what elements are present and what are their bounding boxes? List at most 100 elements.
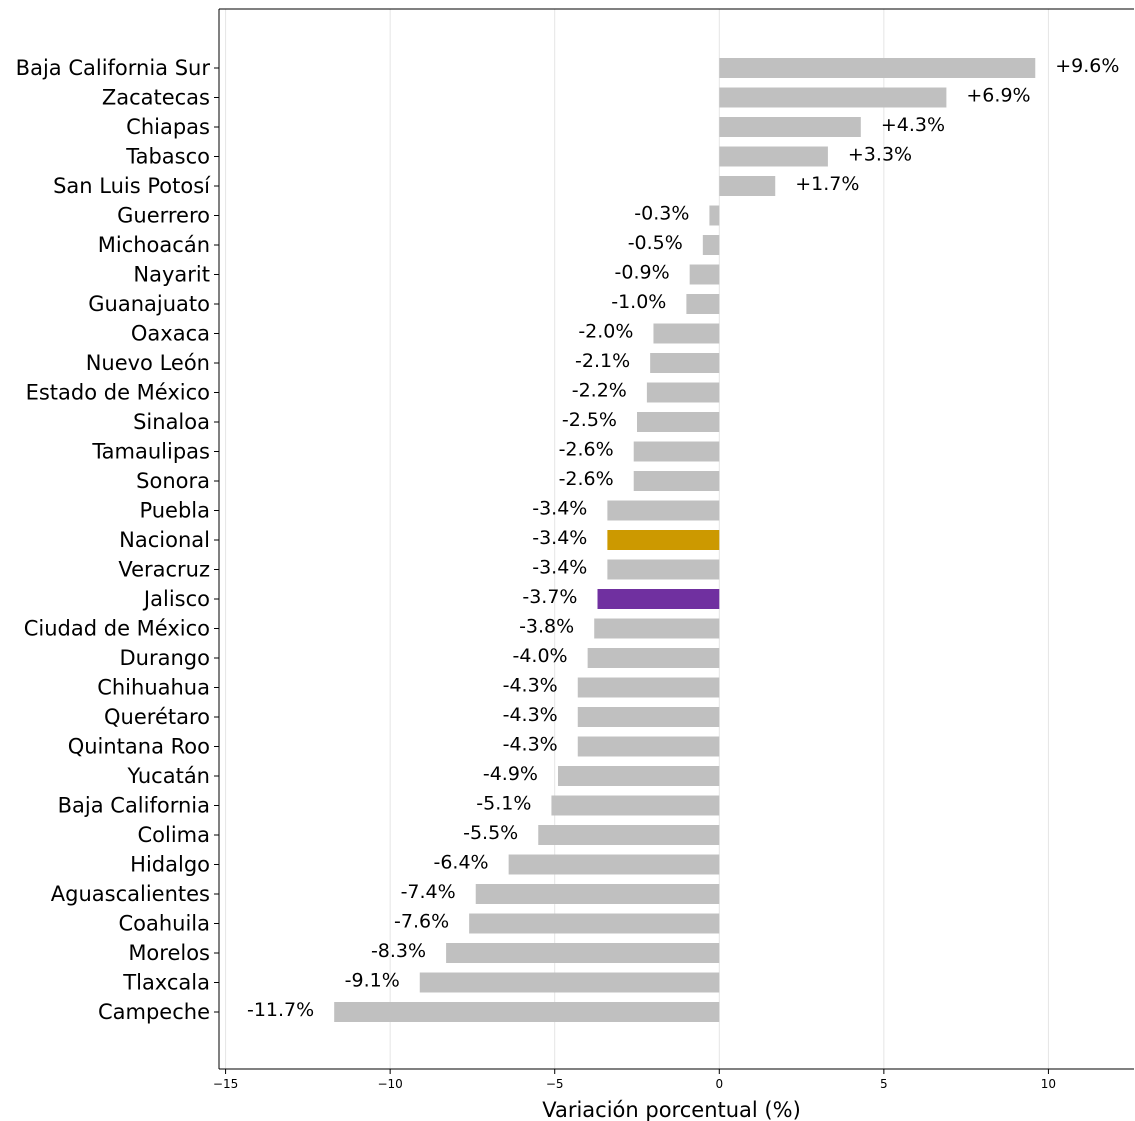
x-tick-label: −5 xyxy=(546,1077,564,1091)
data-label: -4.3% xyxy=(503,675,558,697)
category-label: Oaxaca xyxy=(131,322,210,346)
bar xyxy=(419,972,720,993)
category-label: Querétaro xyxy=(104,705,210,729)
data-label: -4.0% xyxy=(512,645,567,667)
x-tick-label: −15 xyxy=(213,1077,238,1091)
data-label: -0.3% xyxy=(634,203,689,225)
category-label: Jalisco xyxy=(142,587,210,611)
data-label: -0.9% xyxy=(615,262,670,284)
data-label: -3.4% xyxy=(532,498,587,520)
data-label: -2.0% xyxy=(578,321,633,343)
category-label: Yucatán xyxy=(126,764,210,788)
bar xyxy=(587,648,720,668)
category-label: Chiapas xyxy=(126,115,210,139)
data-label: -0.5% xyxy=(628,232,683,254)
bar xyxy=(551,795,720,816)
category-label: Baja California Sur xyxy=(16,56,211,80)
bar xyxy=(633,471,720,491)
bar xyxy=(607,500,720,521)
category-label: Tamaulipas xyxy=(91,440,210,464)
category-label: Tabasco xyxy=(125,145,210,169)
x-tick-label: 10 xyxy=(1041,1077,1056,1091)
bar xyxy=(702,235,720,255)
category-label: Durango xyxy=(120,646,210,670)
data-label: +6.9% xyxy=(966,85,1030,107)
data-label: -2.5% xyxy=(562,409,617,431)
bar xyxy=(689,264,720,285)
category-label: Quintana Roo xyxy=(68,735,210,759)
bar xyxy=(334,1002,720,1022)
category-label: Zacatecas xyxy=(102,86,210,110)
bar xyxy=(719,176,776,196)
bar xyxy=(558,766,720,786)
category-label: Aguascalientes xyxy=(51,882,210,906)
data-label: -2.6% xyxy=(559,439,614,461)
data-label: -5.1% xyxy=(476,793,531,815)
bar xyxy=(577,707,720,727)
category-label: Hidalgo xyxy=(130,853,210,877)
category-labels: Baja California Sur Zacatecas Chiapas Tabas… xyxy=(16,56,211,1024)
category-label: Baja California xyxy=(58,794,210,818)
category-label: Colima xyxy=(137,823,210,847)
data-label: -4.3% xyxy=(503,734,558,756)
bar xyxy=(508,854,720,875)
value-labels: +9.6% +6.9% +4.3% +3.3% +1.7% -0.3% -0.5% -0.9%… xyxy=(247,55,1119,1021)
category-label: Michoacán xyxy=(98,233,210,257)
category-label: Coahuila xyxy=(118,912,210,936)
data-label: -2.1% xyxy=(575,350,630,372)
data-label: -4.3% xyxy=(503,704,558,726)
data-label: -2.6% xyxy=(559,468,614,490)
category-label: Morelos xyxy=(128,941,210,965)
bar xyxy=(446,943,720,963)
bar xyxy=(607,530,720,550)
bar xyxy=(577,677,720,698)
category-label: San Luis Potosí xyxy=(53,174,211,198)
x-tick-label: 0 xyxy=(715,1077,723,1091)
bar xyxy=(719,146,828,167)
category-label: Nuevo León xyxy=(86,351,210,375)
bar xyxy=(538,825,720,845)
bar xyxy=(719,117,861,137)
data-label: +4.3% xyxy=(881,114,945,136)
data-label: -3.4% xyxy=(532,527,587,549)
category-label: Veracruz xyxy=(118,558,210,582)
category-label: Nayarit xyxy=(133,263,210,287)
data-label: -7.6% xyxy=(394,911,449,933)
bar xyxy=(653,323,720,344)
category-label: Estado de México xyxy=(26,381,210,405)
data-label: -3.7% xyxy=(522,586,577,608)
bars xyxy=(334,58,1036,1022)
data-label: +9.6% xyxy=(1055,55,1119,77)
bar xyxy=(475,884,720,904)
data-label: +3.3% xyxy=(848,144,912,166)
data-label: -8.3% xyxy=(371,940,426,962)
axes: −15 −10 −5 0 5 10 xyxy=(213,8,1134,1091)
data-label: -3.8% xyxy=(519,616,574,638)
bar xyxy=(646,382,720,403)
category-label: Sinaloa xyxy=(133,410,210,434)
x-axis-title: Variación porcentual (%) xyxy=(542,1098,801,1121)
bar xyxy=(650,353,720,373)
bar xyxy=(594,618,720,639)
data-label: -1.0% xyxy=(611,291,666,313)
category-label: Puebla xyxy=(139,499,210,523)
category-label: Chihuahua xyxy=(97,676,210,700)
category-label: Ciudad de México xyxy=(24,617,210,641)
data-label: -6.4% xyxy=(433,852,488,874)
data-label: -2.2% xyxy=(572,380,627,402)
category-label: Guanajuato xyxy=(88,292,210,316)
category-label: Sonora xyxy=(136,469,210,493)
data-label: -9.1% xyxy=(345,970,400,992)
data-label: -5.5% xyxy=(463,822,518,844)
bar xyxy=(719,58,1036,78)
bar xyxy=(686,294,720,314)
x-tick-label: −10 xyxy=(377,1077,402,1091)
bar xyxy=(607,559,720,580)
data-label: -4.9% xyxy=(483,763,538,785)
bar xyxy=(709,205,720,226)
data-label: -11.7% xyxy=(247,999,314,1021)
category-label: Guerrero xyxy=(117,204,210,228)
data-label: -3.4% xyxy=(532,557,587,579)
x-tick-label: 5 xyxy=(880,1077,888,1091)
